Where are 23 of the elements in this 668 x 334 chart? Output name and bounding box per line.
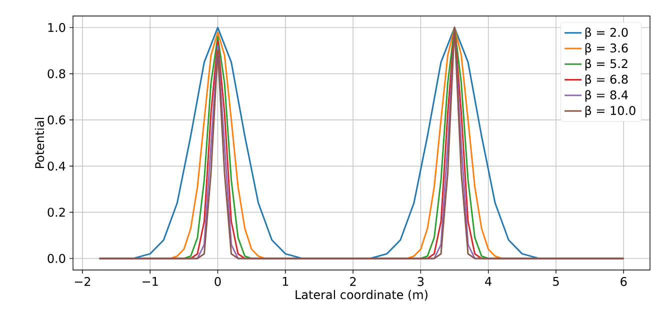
x-tick-label: −2 [74, 277, 90, 286]
x-tick-label: 3 [418, 277, 424, 286]
legend-label: β = 6.8 [585, 74, 628, 86]
y-tick-label: 0.4 [48, 162, 66, 171]
y-axis-title: Potential [34, 118, 44, 168]
y-tick-label: 0.0 [48, 254, 66, 263]
x-tick-label: 5 [553, 277, 559, 286]
x-tick-label: 2 [350, 277, 356, 286]
x-tick-label: 0 [214, 277, 221, 286]
x-tick-label: −1 [142, 277, 158, 286]
legend-label: β = 3.6 [585, 43, 628, 55]
x-tick-label: 6 [620, 277, 627, 286]
legend-label: β = 5.2 [585, 58, 628, 70]
x-tick-label: 4 [485, 277, 492, 286]
y-tick-label: 0.2 [48, 208, 65, 217]
x-axis-title: Lateral coordinate (m) [296, 290, 428, 301]
x-tick-label: 1 [282, 277, 288, 286]
y-tick-label: 0.8 [48, 69, 66, 78]
legend-label: β = 8.4 [585, 90, 628, 102]
y-tick-label: 0.6 [48, 115, 66, 124]
legend-label: β = 10.0 [585, 106, 636, 118]
y-tick-label: 1.0 [48, 23, 66, 32]
legend-label: β = 2.0 [585, 28, 628, 40]
